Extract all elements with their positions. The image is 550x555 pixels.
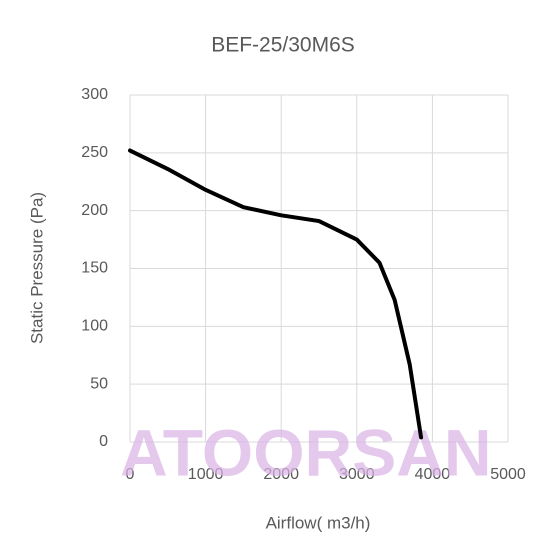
- chart-title: BEF-25/30M6S: [211, 34, 355, 57]
- watermark: ATOORSAN: [120, 415, 492, 489]
- y-tick-label: 150: [81, 260, 108, 277]
- y-axis-label: Static Pressure (Pa): [27, 192, 46, 344]
- y-tick-label: 300: [81, 86, 108, 103]
- x-tick-label: 3000: [339, 466, 375, 483]
- y-tick-label: 0: [99, 433, 108, 450]
- y-tick-label: 50: [90, 375, 108, 392]
- y-tick-label: 200: [81, 202, 108, 219]
- y-tick-label: 100: [81, 318, 108, 335]
- x-tick-label: 1000: [188, 466, 224, 483]
- x-tick-label: 2000: [263, 466, 299, 483]
- x-tick-label: 4000: [415, 466, 451, 483]
- line-series: [128, 148, 424, 440]
- x-tick-label: 5000: [490, 466, 526, 483]
- y-tick-label: 250: [81, 144, 108, 161]
- x-tick-label: 0: [126, 466, 135, 483]
- x-axis-label: Airflow( m3/h): [266, 513, 371, 532]
